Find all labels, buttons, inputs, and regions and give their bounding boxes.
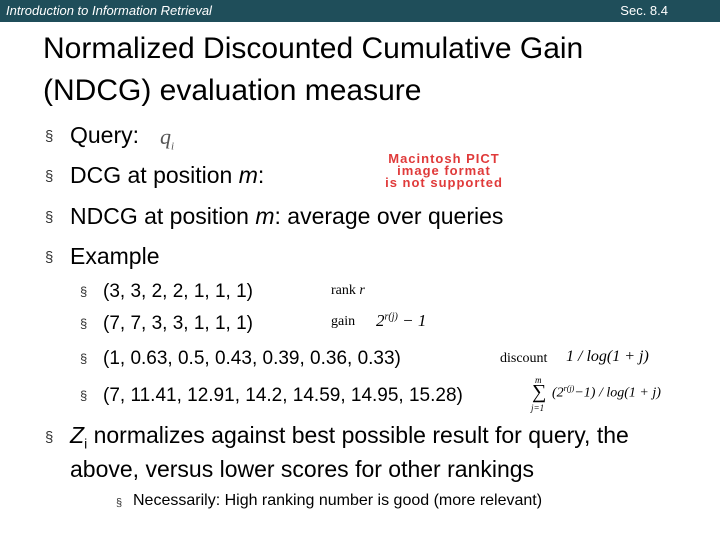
dcg-sum-formula: m ∑ j=1 (2r(j)−1) / log(1 + j) — [531, 375, 661, 413]
query-formula: qi — [160, 124, 175, 153]
unsupported-image-placeholder: Macintosh PICT image format is not suppo… — [385, 151, 503, 190]
bullet-ndcg: NDCG at position m: average over queries — [70, 203, 504, 229]
bullet-marker: § — [45, 168, 54, 185]
sub-bullet-marker: § — [80, 316, 88, 331]
bullet-marker: § — [45, 128, 54, 145]
query-label: Query: — [70, 122, 140, 148]
bullet-dcg: DCG at position m: — [70, 162, 265, 188]
rank-annotation: rank r — [331, 283, 365, 298]
bullet-query: Query: — [70, 121, 139, 149]
bullet-zi-line2: above, versus lower scores for other ran… — [70, 456, 535, 482]
note-text: Necessarily: High ranking number is good… — [133, 492, 543, 509]
bullet-marker: § — [45, 429, 54, 446]
section-number: Sec. 8.4 — [620, 3, 668, 18]
slide-title-line2: (NDCG) evaluation measure — [43, 74, 422, 107]
example-row-rank: (3, 3, 2, 2, 1, 1, 1) — [103, 281, 253, 302]
example-row-dcg: (7, 11.41, 12.91, 14.2, 14.59, 14.95, 15… — [103, 385, 463, 406]
course-title: Introduction to Information Retrieval — [6, 3, 212, 18]
slide-title-line1: Normalized Discounted Cumulative Gain — [43, 32, 584, 65]
gain-formula: 2r(j) − 1 — [376, 311, 427, 330]
slide-title: Normalized Discounted Cumulative Gain (N… — [43, 28, 683, 112]
sub-bullet-marker: § — [80, 284, 88, 299]
bullet-marker: § — [45, 249, 54, 266]
bullet-marker: § — [45, 209, 54, 226]
example-row-gain: (7, 7, 3, 3, 1, 1, 1) — [103, 313, 253, 334]
sub-bullet-marker: § — [116, 497, 123, 509]
example-row-discount: (1, 0.63, 0.5, 0.43, 0.39, 0.36, 0.33) — [103, 348, 401, 369]
bullet-zi-line1: Zi normalizes against best possible resu… — [70, 422, 629, 452]
discount-label: discount — [500, 351, 548, 366]
discount-formula: 1 / log(1 + j) — [566, 348, 649, 365]
bullet-example: Example — [70, 243, 160, 269]
sub-bullet-marker: § — [80, 351, 88, 366]
sub-bullet-marker: § — [80, 388, 88, 403]
header-bar: Introduction to Information Retrieval Se… — [0, 0, 720, 22]
gain-label: gain — [331, 314, 356, 329]
